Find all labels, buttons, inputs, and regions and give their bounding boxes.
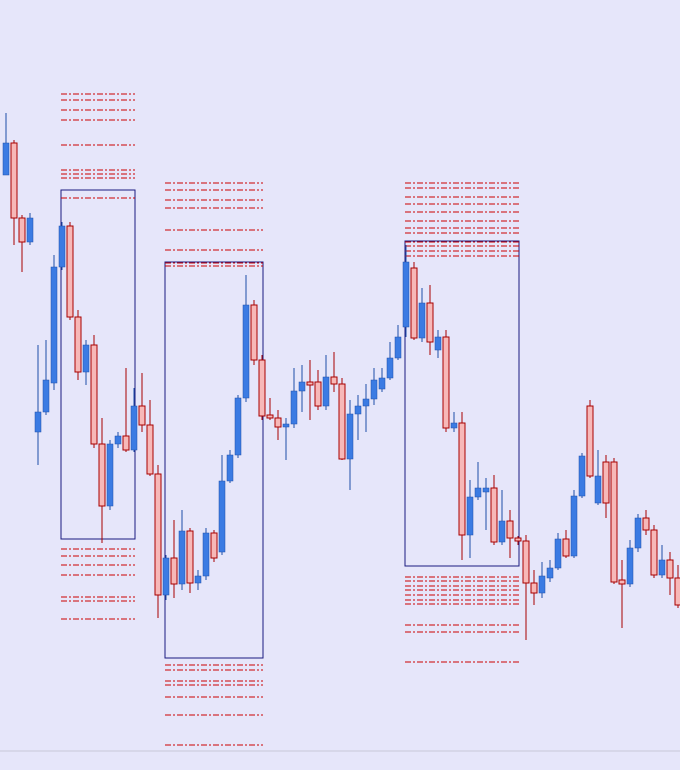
candle-body bbox=[58, 225, 66, 268]
candle-body bbox=[210, 532, 218, 559]
candle-body bbox=[370, 379, 378, 400]
candle-body bbox=[322, 376, 330, 407]
candle-body bbox=[162, 557, 170, 596]
candle-body bbox=[634, 517, 642, 549]
candle-body bbox=[338, 383, 346, 460]
candle-body bbox=[514, 537, 522, 542]
candle-body bbox=[98, 443, 106, 507]
candle-body bbox=[354, 405, 362, 415]
candle-body bbox=[266, 414, 274, 419]
candle-body bbox=[458, 422, 466, 536]
candle-body bbox=[386, 357, 394, 379]
candle-body bbox=[202, 532, 210, 577]
candle-body bbox=[538, 575, 546, 594]
candle-body bbox=[258, 359, 266, 417]
candle-body bbox=[66, 225, 74, 318]
candle-body bbox=[410, 267, 418, 339]
candle-body bbox=[442, 336, 450, 429]
candle-body bbox=[626, 547, 634, 585]
candle-body bbox=[194, 575, 202, 584]
candle-body bbox=[570, 495, 578, 557]
candle-body bbox=[466, 496, 474, 536]
candle-body bbox=[578, 455, 586, 497]
candle-body bbox=[586, 405, 594, 477]
candle-body bbox=[562, 538, 570, 557]
candle-body bbox=[594, 475, 602, 504]
candle-body bbox=[490, 487, 498, 543]
candle-body bbox=[146, 424, 154, 475]
candle-body bbox=[522, 540, 530, 584]
candle-body bbox=[178, 530, 186, 585]
candle-body bbox=[122, 435, 130, 451]
candle-body bbox=[242, 304, 250, 399]
candle-body bbox=[394, 336, 402, 359]
candle-body bbox=[50, 266, 58, 384]
candle-body bbox=[170, 557, 178, 585]
candle-body bbox=[546, 567, 554, 579]
candle-body bbox=[666, 559, 674, 579]
candle-body bbox=[314, 381, 322, 407]
candle-body bbox=[90, 344, 98, 445]
candle-body bbox=[402, 261, 410, 328]
candle-body bbox=[674, 577, 680, 606]
candle-body bbox=[378, 377, 386, 390]
candle-body bbox=[74, 316, 82, 373]
candle-body bbox=[282, 423, 290, 428]
candle-body bbox=[26, 217, 34, 243]
candle-body bbox=[450, 422, 458, 429]
candle-body bbox=[106, 443, 114, 507]
zone-box bbox=[404, 240, 520, 567]
candle-body bbox=[250, 304, 258, 361]
candle-body bbox=[362, 398, 370, 407]
zone-box bbox=[164, 261, 264, 659]
candle-body bbox=[138, 405, 146, 426]
candle-body bbox=[114, 435, 122, 445]
candle-body bbox=[418, 302, 426, 339]
candle-body bbox=[226, 454, 234, 482]
candle-body bbox=[530, 582, 538, 594]
candle-body bbox=[554, 538, 562, 569]
candle-body bbox=[298, 381, 306, 392]
candle-body bbox=[274, 417, 282, 428]
candle-body bbox=[650, 529, 658, 576]
candle-body bbox=[234, 397, 242, 456]
candle-body bbox=[474, 487, 482, 498]
candle-body bbox=[306, 381, 314, 386]
candle-body bbox=[218, 480, 226, 553]
candle-body bbox=[434, 336, 442, 351]
candle-body bbox=[34, 411, 42, 433]
candle-body bbox=[642, 517, 650, 531]
candle-body bbox=[42, 379, 50, 413]
candle-body bbox=[18, 217, 26, 243]
zone-box bbox=[60, 189, 136, 540]
candle-body bbox=[290, 390, 298, 425]
candle-body bbox=[2, 142, 10, 176]
candle-body bbox=[10, 142, 18, 219]
candle-body bbox=[346, 413, 354, 460]
candle-body bbox=[506, 520, 514, 539]
candle-body bbox=[130, 405, 138, 451]
candle-body bbox=[154, 473, 162, 596]
candle-body bbox=[618, 579, 626, 585]
candle-body bbox=[610, 461, 618, 583]
candle-body bbox=[330, 376, 338, 385]
candle-body bbox=[186, 530, 194, 584]
candle-body bbox=[82, 344, 90, 373]
candle-body bbox=[658, 559, 666, 576]
candle-body bbox=[498, 520, 506, 543]
candle-body bbox=[426, 302, 434, 343]
candle-body bbox=[482, 487, 490, 493]
candle-body bbox=[602, 461, 610, 504]
